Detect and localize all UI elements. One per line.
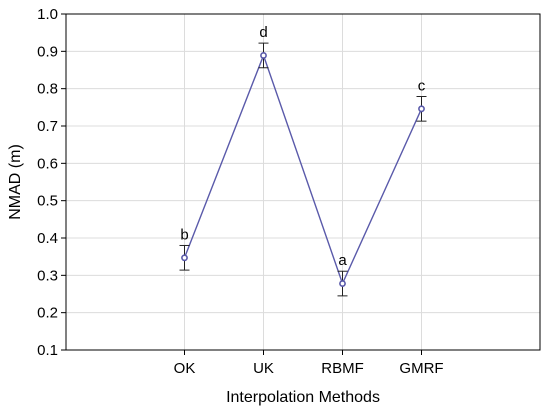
y-tick-label: 0.4 [37, 230, 58, 247]
x-tick-label: OK [174, 360, 196, 377]
data-point [260, 52, 267, 59]
group-letter-label: c [418, 78, 426, 95]
y-tick-label: 0.5 [37, 193, 58, 210]
y-tick-label: 1.0 [37, 6, 58, 23]
series-layer: b d a c [179, 24, 427, 297]
group-letter-label: a [338, 252, 347, 269]
y-axis-label: NMAD (m) [7, 144, 24, 220]
x-tick-label: RBMF [321, 360, 364, 377]
data-point [418, 105, 425, 113]
data-point [181, 254, 188, 262]
y-tick-label: 0.9 [37, 43, 58, 60]
y-tick-label: 0.6 [37, 155, 58, 172]
y-tick-label: 0.3 [37, 267, 58, 284]
x-tick-label: GMRF [399, 360, 443, 377]
x-tick-label: UK [253, 360, 274, 377]
y-tick-label: 0.8 [37, 81, 58, 98]
group-letter-label: d [259, 24, 267, 41]
y-tick-label: 0.1 [37, 342, 58, 359]
y-axis-ticks: 0.1 0.2 0.3 0.4 0.5 0.6 0.7 0.8 0.9 1.0 [37, 6, 66, 359]
x-axis-label: Interpolation Methods [226, 389, 380, 406]
series-line [183, 53, 423, 286]
y-tick-label: 0.2 [37, 305, 58, 322]
x-axis-ticks: OK UK RBMF GMRF [174, 350, 444, 377]
plot-frame [65, 13, 541, 351]
group-letter-label: b [180, 226, 188, 243]
y-tick-label: 0.7 [37, 118, 58, 135]
grid-lines [66, 13, 540, 351]
data-point [339, 280, 346, 287]
